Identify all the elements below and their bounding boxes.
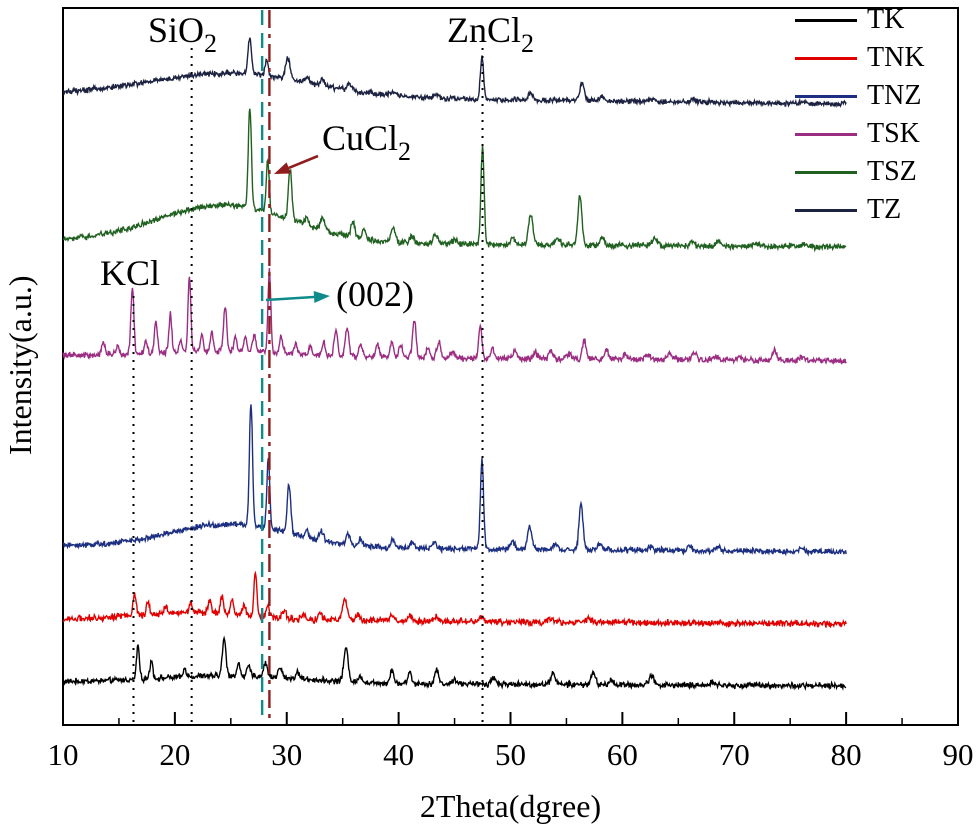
legend-label: TSK [867, 118, 920, 149]
legend-label: TNK [867, 42, 925, 73]
annotation-kcl: KCl [100, 253, 160, 293]
legend-label: TNZ [867, 80, 922, 111]
legend-line-sample [795, 170, 857, 174]
legend-line-sample [795, 132, 857, 136]
legend-item-TNK: TNK [795, 44, 925, 72]
series-TSK [62, 268, 847, 366]
legend-label: TK [867, 4, 905, 35]
series-TZ [62, 37, 847, 109]
series-TSZ [62, 108, 847, 253]
x-tick-label: 90 [943, 737, 974, 772]
x-axis-label: 2Theta(dgree) [419, 788, 602, 824]
x-tick-label: 60 [607, 737, 638, 772]
legend-item-TSZ: TSZ [795, 158, 925, 186]
legend-item-TSK: TSK [795, 120, 925, 148]
annotation-002: (002) [336, 274, 414, 314]
legend-item-TNZ: TNZ [795, 82, 925, 110]
series-TNZ [62, 404, 847, 557]
annotation-arrowhead-002 [313, 291, 330, 303]
legend: TK TNK TNZ TSK TSZ TZ [795, 6, 925, 224]
annotation-arrow-cucl2 [288, 154, 319, 170]
series-TK [62, 635, 847, 692]
y-axis-label: Intensity(a.u.) [2, 275, 38, 455]
legend-item-TZ: TZ [795, 196, 925, 224]
legend-line-sample [795, 208, 857, 212]
x-tick-label: 80 [831, 737, 862, 772]
annotation-sio2: SiO2 [148, 10, 217, 58]
x-tick-label: 30 [271, 737, 302, 772]
annotation-cucl2: CuCl2 [322, 118, 411, 166]
legend-line-sample [795, 94, 857, 98]
annotation-arrow-002 [265, 295, 315, 302]
legend-item-TK: TK [795, 6, 925, 34]
legend-line-sample [795, 56, 857, 60]
x-tick-label: 40 [383, 737, 414, 772]
x-tick-label: 70 [719, 737, 750, 772]
x-tick-label: 50 [495, 737, 526, 772]
legend-label: TZ [867, 194, 902, 225]
series-TNK [62, 570, 847, 629]
x-tick-label: 20 [159, 737, 190, 772]
annotation-arrowhead-cucl2 [274, 162, 292, 174]
legend-label: TSZ [867, 156, 917, 187]
legend-line-sample [795, 18, 857, 22]
x-tick-label: 10 [48, 737, 79, 772]
annotation-zncl2: ZnCl2 [447, 10, 534, 58]
